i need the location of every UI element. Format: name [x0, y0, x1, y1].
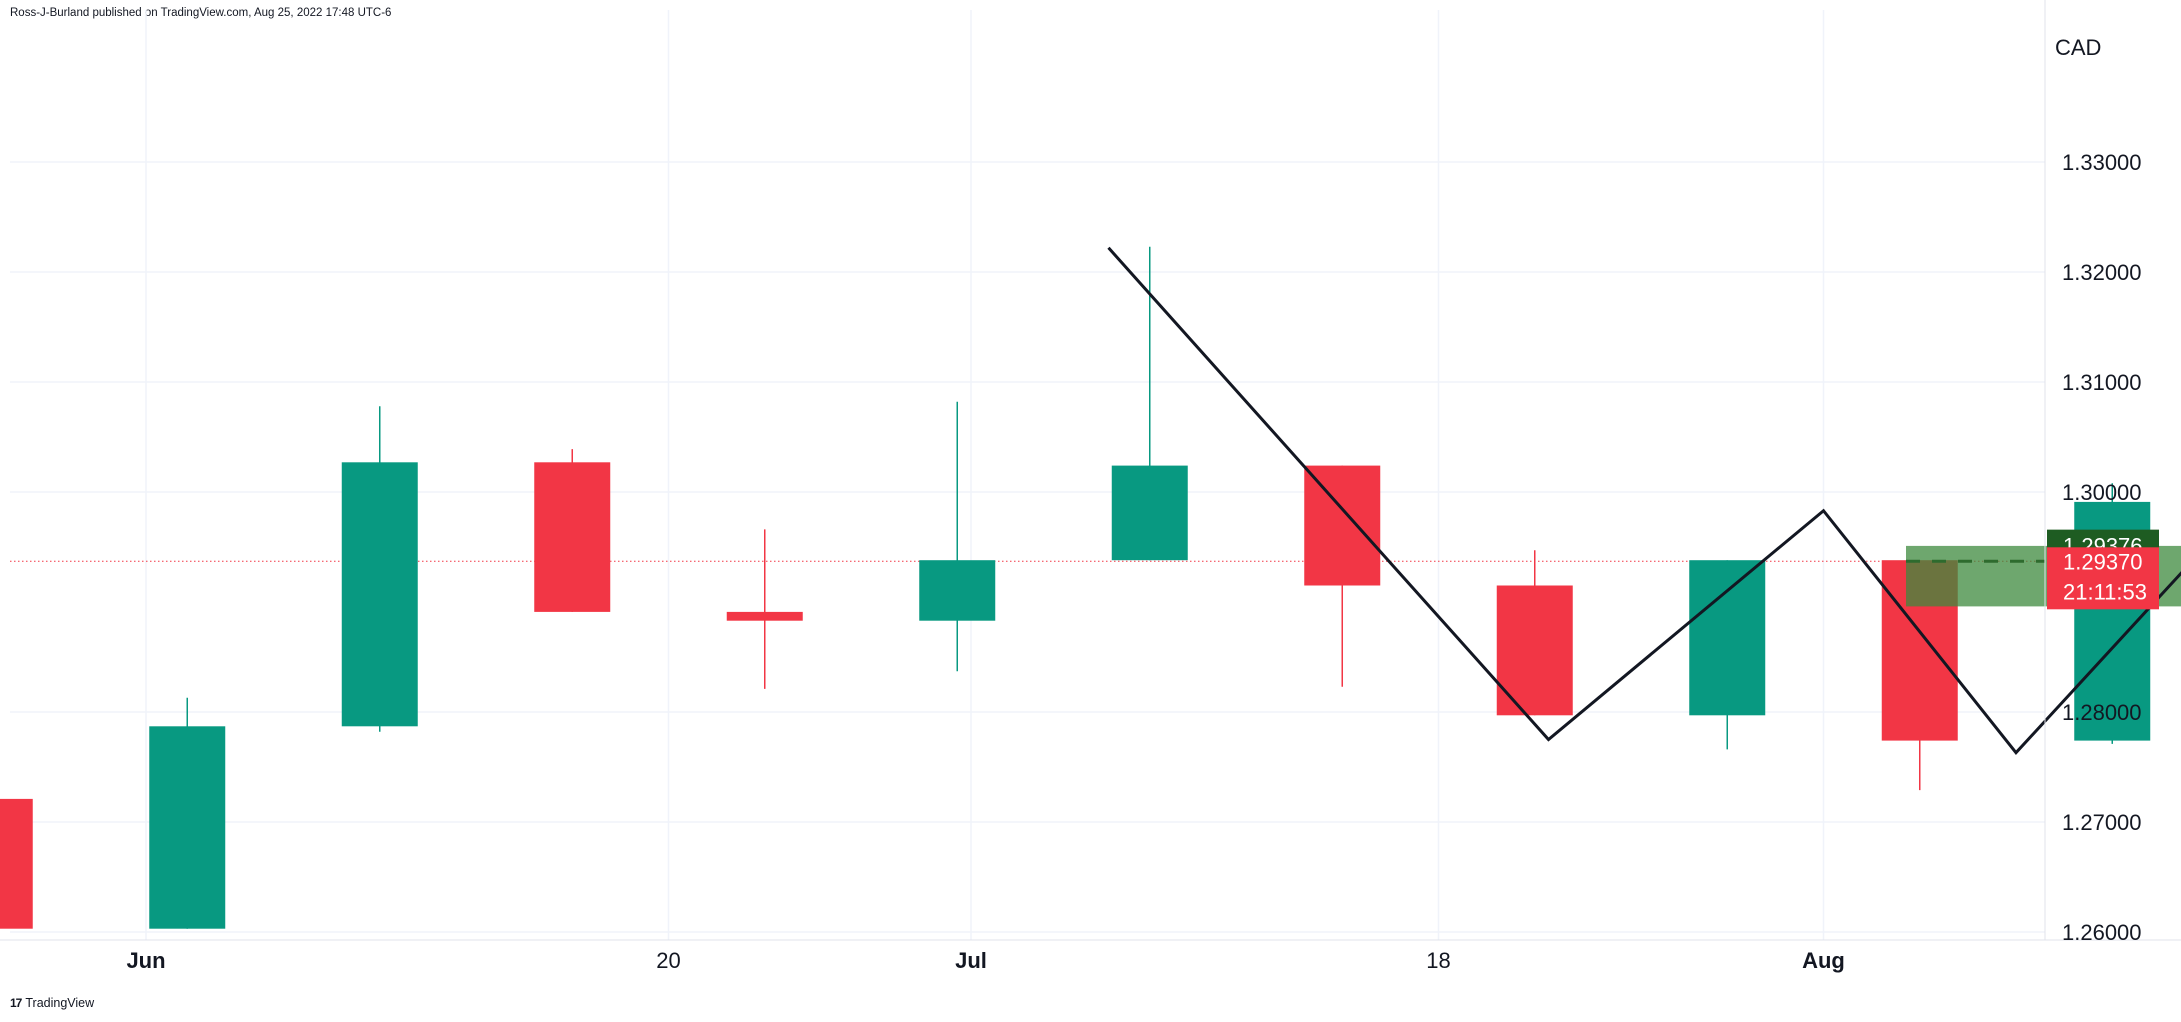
- candle-body: [726, 611, 803, 621]
- candle-up: [1689, 560, 1766, 750]
- grid-layer: [10, 10, 2045, 940]
- publisher-header: Ross-J-Burland published on TradingView.…: [10, 7, 392, 19]
- candle-body: [534, 462, 611, 612]
- price-tick-label: 1.30000: [2062, 480, 2142, 505]
- candle-body: [1689, 560, 1766, 716]
- candle-up: [341, 406, 418, 732]
- tradingview-brand: TradingView: [25, 996, 95, 1010]
- price-tick-label: 1.26000: [2062, 920, 2142, 945]
- candle-up: [1111, 246, 1188, 561]
- current-price-badge: 1.29370: [2063, 549, 2143, 574]
- tradingview-footer[interactable]: 17 TradingView: [10, 996, 94, 1010]
- candle-down: [726, 529, 803, 689]
- time-tick-label: Aug: [1802, 948, 1845, 973]
- drawing-layer: [1107, 246, 2181, 756]
- candle-layer: [0, 246, 2151, 929]
- price-tick-label: 1.32000: [2062, 260, 2142, 285]
- time-tick-label: 18: [1426, 948, 1450, 973]
- candle-down: [534, 449, 611, 612]
- candle-down: [1496, 550, 1573, 716]
- time-tick-label: Jun: [126, 948, 165, 973]
- price-axis: 1.33000 1.32000 1.31000 1.30000 1.28000 1.270…: [2062, 150, 2142, 945]
- time-tick-label: 20: [656, 948, 680, 973]
- current-price-badge-bg: [2047, 547, 2159, 610]
- candle-down: [0, 798, 33, 929]
- candle-body: [1111, 465, 1188, 561]
- tradingview-logo-icon: 17: [10, 996, 22, 1010]
- price-tick-label: 1.31000: [2062, 370, 2142, 395]
- time-tick-label: Jul: [955, 948, 987, 973]
- candle-up: [149, 697, 226, 929]
- candle-body: [149, 726, 226, 929]
- pattern-drawing-line: [1107, 246, 2181, 756]
- currency-label: CAD: [2055, 35, 2101, 60]
- candle-down: [1304, 465, 1381, 687]
- candle-body: [1304, 465, 1381, 586]
- price-tick-label: 1.27000: [2062, 810, 2142, 835]
- price-tick-label: 1.33000: [2062, 150, 2142, 175]
- candle-body: [919, 560, 996, 621]
- time-axis: Jun20Jul18Aug15Sep19Oct17: [126, 948, 1845, 973]
- candle-up: [919, 401, 996, 672]
- candle-body: [341, 462, 418, 727]
- price-tick-label: 1.28000: [2062, 700, 2142, 725]
- bar-countdown: 21:11:53: [2063, 579, 2147, 604]
- candle-body: [0, 798, 33, 929]
